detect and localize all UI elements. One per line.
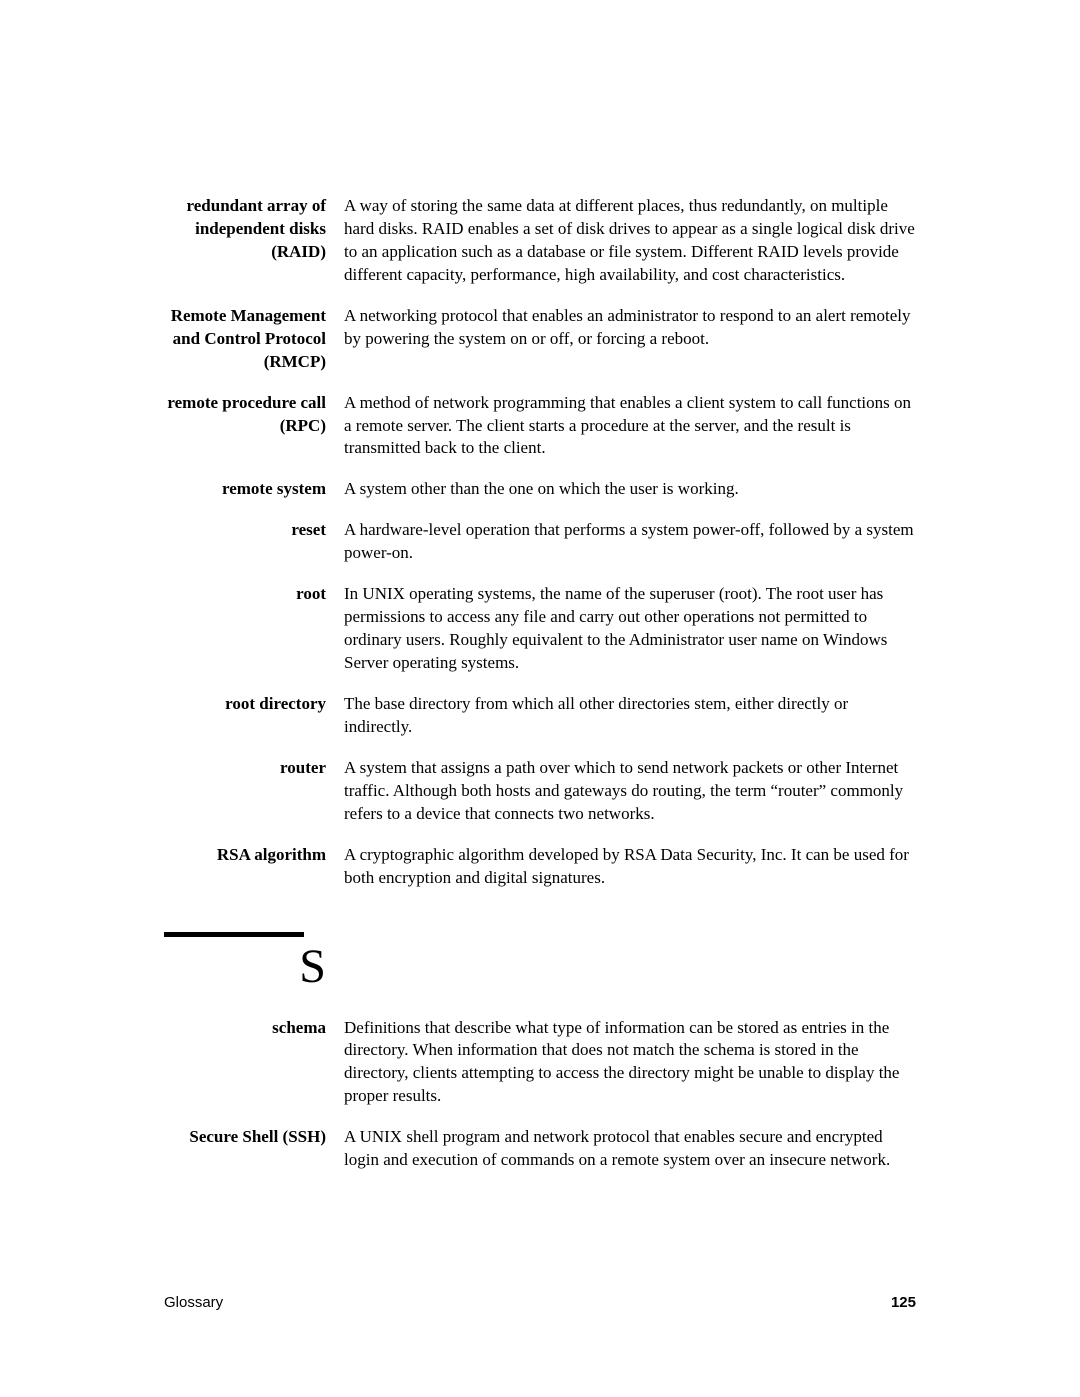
definition: A system that assigns a path over which … xyxy=(326,757,916,826)
glossary-entry: Remote Management and Control Protocol (… xyxy=(164,305,916,374)
footer-section-label: Glossary xyxy=(164,1294,223,1311)
definition: A UNIX shell program and network protoco… xyxy=(326,1126,916,1172)
term: remote system xyxy=(164,478,326,501)
term: root xyxy=(164,583,326,606)
glossary-entry: root directory The base directory from w… xyxy=(164,693,916,739)
definition: A method of network programming that ena… xyxy=(326,392,916,461)
definition: In UNIX operating systems, the name of t… xyxy=(326,583,916,675)
definition: The base directory from which all other … xyxy=(326,693,916,739)
term: Secure Shell (SSH) xyxy=(164,1126,326,1149)
definition: A networking protocol that enables an ad… xyxy=(326,305,916,351)
definition: Definitions that describe what type of i… xyxy=(326,1017,916,1109)
glossary-page: redundant array of independent disks (RA… xyxy=(0,0,1080,1397)
term: remote procedure call (RPC) xyxy=(164,392,326,438)
definition: A way of storing the same data at differ… xyxy=(326,195,916,287)
term: reset xyxy=(164,519,326,542)
section-letter: S xyxy=(164,943,326,991)
definition: A system other than the one on which the… xyxy=(326,478,916,501)
glossary-entry: remote system A system other than the on… xyxy=(164,478,916,501)
section-divider xyxy=(164,932,304,937)
term: redundant array of independent disks (RA… xyxy=(164,195,326,264)
page-number: 125 xyxy=(891,1294,916,1311)
page-footer: Glossary 125 xyxy=(164,1294,916,1311)
definition: A hardware-level operation that performs… xyxy=(326,519,916,565)
glossary-entry: router A system that assigns a path over… xyxy=(164,757,916,826)
glossary-entry: remote procedure call (RPC) A method of … xyxy=(164,392,916,461)
glossary-entry: root In UNIX operating systems, the name… xyxy=(164,583,916,675)
glossary-entry: redundant array of independent disks (RA… xyxy=(164,195,916,287)
term: schema xyxy=(164,1017,326,1040)
term: RSA algorithm xyxy=(164,844,326,867)
glossary-entry: schema Definitions that describe what ty… xyxy=(164,1017,916,1109)
term: root directory xyxy=(164,693,326,716)
definition: A cryptographic algorithm developed by R… xyxy=(326,844,916,890)
term: Remote Management and Control Protocol (… xyxy=(164,305,326,374)
glossary-entry: RSA algorithm A cryptographic algorithm … xyxy=(164,844,916,890)
term: router xyxy=(164,757,326,780)
section-header-row: S xyxy=(164,943,916,991)
glossary-entry: Secure Shell (SSH) A UNIX shell program … xyxy=(164,1126,916,1172)
glossary-entry: reset A hardware-level operation that pe… xyxy=(164,519,916,565)
